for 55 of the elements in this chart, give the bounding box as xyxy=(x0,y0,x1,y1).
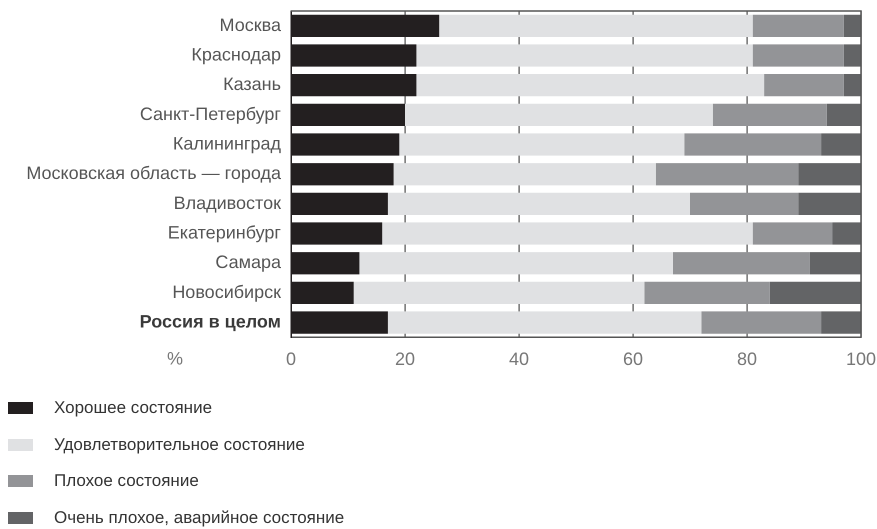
bar xyxy=(416,74,764,96)
bar xyxy=(798,163,861,186)
legend-label: Удовлетворительное состояние xyxy=(54,434,305,454)
y-tick-label: Московская область — города xyxy=(26,163,282,184)
bar xyxy=(844,74,861,96)
y-tick-label: Владивосток xyxy=(174,192,282,213)
bar xyxy=(672,252,810,274)
bar xyxy=(798,192,861,215)
y-tick-label: Самара xyxy=(215,252,282,272)
bar xyxy=(359,252,673,274)
bar xyxy=(821,133,861,156)
bar xyxy=(394,163,656,186)
bar xyxy=(770,282,861,304)
legend-label: Очень плохое, аварийное состояние xyxy=(54,508,344,527)
bar xyxy=(354,282,644,304)
legend-label: Хорошее состояние xyxy=(54,398,212,418)
bar xyxy=(388,192,690,215)
x-tick-label: 100 xyxy=(846,349,876,370)
bar xyxy=(399,133,684,156)
legend-label: Плохое состояние xyxy=(54,471,199,490)
y-tick-label: Краснодар xyxy=(191,44,281,64)
y-tick-label: Казань xyxy=(223,74,281,94)
bar xyxy=(844,14,861,37)
bar xyxy=(752,222,832,245)
bar xyxy=(764,74,844,96)
x-tick-label: 80 xyxy=(736,349,758,370)
x-tick-label: 0 xyxy=(286,349,296,370)
bar xyxy=(644,282,770,304)
bar xyxy=(388,311,702,334)
x-axis-title: % xyxy=(166,348,184,368)
bar xyxy=(684,133,822,156)
y-tick-label: Екатеринбург xyxy=(168,222,282,243)
x-tick-label: 40 xyxy=(508,349,530,370)
bar xyxy=(439,14,753,37)
y-tick-label: Москва xyxy=(220,14,282,35)
bar xyxy=(701,311,822,334)
bar xyxy=(690,192,798,215)
bar xyxy=(382,222,753,245)
y-tick-label: Новосибирск xyxy=(172,282,282,302)
x-tick-label: 20 xyxy=(394,349,416,370)
y-tick-label: Калининград xyxy=(172,133,282,154)
y-tick-label: Санкт-Петербург xyxy=(140,104,282,124)
bar xyxy=(810,252,861,274)
bar xyxy=(416,44,753,67)
bar xyxy=(752,14,844,37)
bar xyxy=(752,44,844,67)
bar xyxy=(656,163,798,186)
bar xyxy=(844,44,861,67)
x-tick-label: 60 xyxy=(622,349,644,370)
bar xyxy=(826,104,861,126)
bar xyxy=(712,104,827,126)
bar xyxy=(405,104,713,126)
y-tick-label: Россия в целом xyxy=(140,312,281,332)
bar xyxy=(821,311,861,334)
bar xyxy=(832,222,861,245)
